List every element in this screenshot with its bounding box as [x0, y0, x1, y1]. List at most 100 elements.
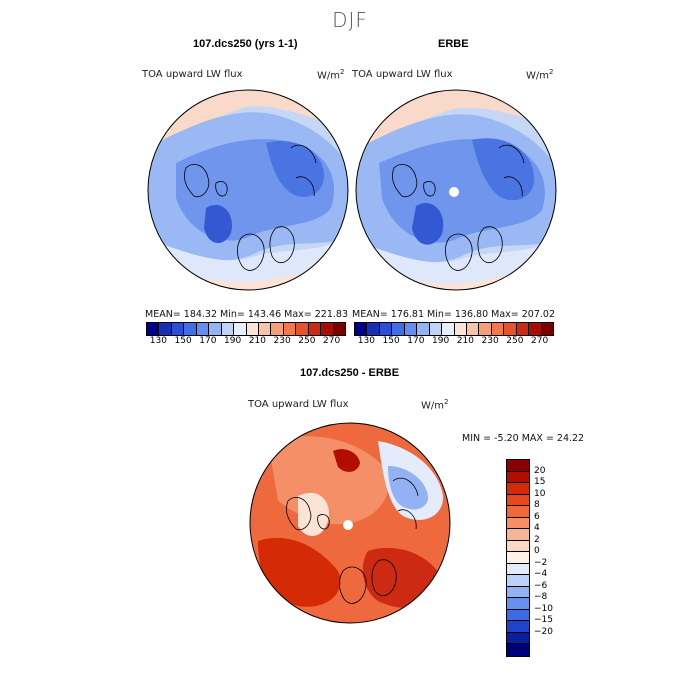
model-colorbar-tick-label: 210 — [248, 336, 266, 346]
obs-colorbar-tick-label: 230 — [481, 336, 499, 346]
diff-colorbar-swatch — [507, 529, 529, 541]
model-colorbar-swatch — [209, 323, 222, 335]
diff-colorbar-tick-label: 20 — [534, 465, 546, 476]
obs-colorbar-swatch — [442, 323, 455, 335]
diff-colorbar-swatch — [507, 563, 529, 575]
diff-colorbar-tick-label: −6 — [534, 580, 548, 591]
diff-colorbar-tick-label: 15 — [534, 477, 546, 487]
diff-colorbar-tick-label: −10 — [534, 603, 553, 614]
model-colorbar-tick-label: 250 — [298, 336, 316, 346]
diff-colorbar-tick-label: 4 — [534, 523, 540, 533]
model-colorbar-swatch — [296, 323, 309, 335]
model-colorbar-swatch — [184, 323, 197, 335]
model-colorbar — [146, 322, 346, 336]
diff-colorbar-swatch — [507, 586, 529, 598]
obs-colorbar-tick-label: 190 — [432, 336, 450, 346]
diff-colorbar-tick-label: 0 — [534, 546, 540, 556]
model-polar-map — [147, 89, 349, 291]
diff-colorbar-swatch — [507, 609, 529, 621]
obs-colorbar-tick-label: 130 — [357, 336, 375, 346]
model-panel-title: 107.dcs250 (yrs 1-1) — [193, 38, 298, 50]
model-colorbar-swatch — [308, 323, 322, 335]
diff-colorbar-tick-label: 2 — [534, 534, 540, 545]
diff-colorbar-swatch — [507, 540, 529, 552]
obs-variable-label: TOA upward LW flux — [352, 69, 453, 80]
obs-colorbar-swatch — [479, 323, 492, 335]
model-colorbar-tick-label: 170 — [199, 336, 217, 346]
model-colorbar-swatch — [159, 323, 172, 335]
diff-variable-label: TOA upward LW flux — [248, 399, 349, 410]
model-units-label: W/m2 — [317, 68, 345, 82]
diff-colorbar-tick-label: −20 — [534, 626, 553, 637]
diff-colorbar-swatch — [507, 632, 529, 644]
model-colorbar-swatch — [333, 323, 345, 335]
diff-colorbar-tick-label: −8 — [534, 592, 548, 602]
diff-colorbar-swatch — [507, 598, 529, 610]
diff-polar-map — [249, 422, 451, 624]
diff-units-label: W/m2 — [421, 398, 449, 412]
diff-colorbar-tick-label: 6 — [534, 511, 540, 522]
model-colorbar-swatch — [196, 323, 210, 335]
obs-colorbar-swatch — [367, 323, 380, 335]
diff-colorbar-swatch — [507, 552, 529, 564]
diff-colorbar-tick-label: 8 — [534, 500, 540, 510]
obs-colorbar-swatch — [504, 323, 517, 335]
season-title: DJF — [332, 8, 368, 32]
obs-colorbar-swatch — [404, 323, 418, 335]
diff-colorbar — [506, 459, 530, 657]
obs-colorbar-swatch — [355, 323, 368, 335]
model-colorbar-ticks: 130 150 170 190 210 230 250 270 — [146, 336, 344, 348]
diff-colorbar-swatch — [507, 575, 529, 587]
diff-colorbar-swatch — [507, 483, 529, 495]
obs-colorbar-swatch — [429, 323, 443, 335]
obs-units-label: W/m2 — [526, 68, 554, 82]
obs-colorbar-tick-label: 210 — [456, 336, 474, 346]
model-colorbar-swatch — [171, 323, 185, 335]
obs-colorbar-tick-label: 250 — [506, 336, 524, 346]
model-colorbar-tick-label: 190 — [224, 336, 242, 346]
obs-colorbar — [354, 322, 554, 336]
model-colorbar-tick-label: 270 — [323, 336, 341, 346]
diff-colorbar-swatch — [507, 494, 529, 506]
obs-colorbar-tick-label: 170 — [407, 336, 425, 346]
obs-colorbar-tick-label: 270 — [531, 336, 549, 346]
model-colorbar-swatch — [234, 323, 247, 335]
diff-colorbar-swatch — [507, 460, 529, 472]
diff-colorbar-swatch — [507, 517, 529, 529]
diff-stats: MIN = -5.20 MAX = 24.22 — [462, 433, 585, 444]
model-colorbar-swatch — [271, 323, 284, 335]
model-colorbar-swatch — [283, 323, 297, 335]
obs-colorbar-swatch — [541, 323, 553, 335]
model-colorbar-swatch — [221, 323, 235, 335]
obs-colorbar-swatch — [466, 323, 480, 335]
model-colorbar-swatch — [246, 323, 259, 335]
obs-colorbar-swatch — [529, 323, 542, 335]
obs-colorbar-tick-label: 150 — [382, 336, 400, 346]
diff-colorbar-tick-label: −15 — [534, 615, 553, 625]
diff-colorbar-swatch — [507, 621, 529, 633]
obs-colorbar-swatch — [379, 323, 393, 335]
model-colorbar-tick-label: 130 — [149, 336, 167, 346]
obs-stats: MEAN= 176.81 Min= 136.80 Max= 207.02 — [352, 309, 556, 320]
model-colorbar-swatch — [321, 323, 334, 335]
diff-colorbar-tick-label: 10 — [534, 488, 546, 499]
model-colorbar-tick-label: 150 — [174, 336, 192, 346]
model-stats: MEAN= 184.32 Min= 143.46 Max= 221.83 — [145, 309, 349, 320]
diff-colorbar-tick-label: −4 — [534, 569, 548, 579]
diff-colorbar-tick-label: −2 — [534, 557, 548, 568]
obs-polar-map — [355, 89, 557, 291]
diff-panel-title: 107.dcs250 - ERBE — [300, 367, 400, 379]
model-colorbar-tick-label: 230 — [273, 336, 291, 346]
diff-colorbar-swatch — [507, 471, 529, 483]
obs-colorbar-swatch — [516, 323, 530, 335]
obs-colorbar-swatch — [454, 323, 467, 335]
obs-colorbar-swatch — [417, 323, 430, 335]
model-colorbar-swatch — [147, 323, 160, 335]
obs-colorbar-ticks: 130 150 170 190 210 230 250 270 — [354, 336, 552, 348]
obs-panel-title: ERBE — [438, 38, 469, 50]
model-variable-label: TOA upward LW flux — [142, 69, 243, 80]
diff-colorbar-swatch — [507, 644, 529, 656]
model-colorbar-swatch — [258, 323, 272, 335]
obs-colorbar-swatch — [491, 323, 505, 335]
diff-colorbar-swatch — [507, 506, 529, 518]
